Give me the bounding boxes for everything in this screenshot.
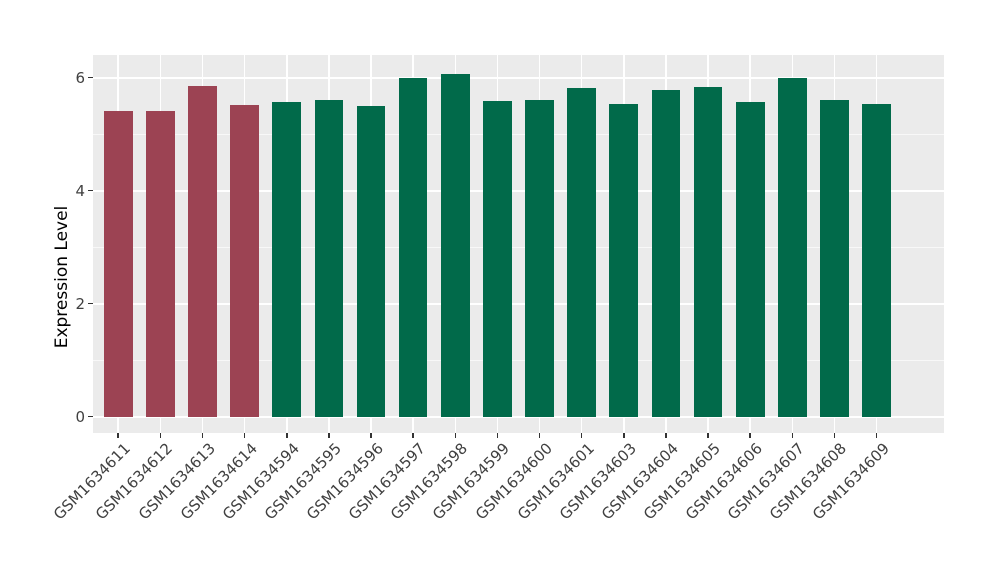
bar-GSM1634611 bbox=[103, 110, 133, 417]
y-tick-mark-0 bbox=[88, 415, 93, 418]
x-tick-mark-GSM1634604 bbox=[665, 433, 667, 438]
x-tick-mark-GSM1634596 bbox=[370, 433, 372, 438]
bar-GSM1634598 bbox=[440, 73, 470, 417]
bar-GSM1634597 bbox=[398, 78, 428, 417]
x-tick-mark-GSM1634595 bbox=[328, 433, 330, 438]
x-tick-mark-GSM1634599 bbox=[496, 433, 499, 438]
y-tick-label-2: 2 bbox=[75, 294, 85, 313]
y-tick-mark-4 bbox=[88, 189, 93, 192]
gridline-major-y0 bbox=[93, 415, 944, 418]
y-tick-label-0: 0 bbox=[75, 407, 85, 426]
plot-panel bbox=[93, 55, 944, 433]
bar-GSM1634604 bbox=[651, 89, 681, 417]
x-tick-mark-GSM1634601 bbox=[580, 433, 583, 438]
bar-GSM1634596 bbox=[356, 106, 386, 417]
x-tick-mark-GSM1634597 bbox=[412, 433, 414, 438]
x-tick-mark-GSM1634594 bbox=[285, 433, 288, 438]
x-tick-mark-GSM1634608 bbox=[833, 433, 836, 438]
x-tick-mark-GSM1634603 bbox=[623, 433, 625, 438]
gridline-minor-y1 bbox=[93, 359, 944, 361]
x-tick-mark-GSM1634605 bbox=[707, 433, 709, 438]
bar-GSM1634614 bbox=[230, 105, 259, 417]
bar-GSM1634603 bbox=[609, 103, 639, 417]
gridline-minor-y3 bbox=[93, 246, 944, 248]
bar-GSM1634599 bbox=[483, 101, 512, 417]
bar-GSM1634600 bbox=[525, 100, 554, 417]
gridline-major-y6 bbox=[93, 76, 944, 79]
bar-GSM1634606 bbox=[735, 101, 765, 417]
x-tick-mark-GSM1634607 bbox=[791, 433, 794, 438]
x-tick-mark-GSM1634613 bbox=[201, 433, 204, 438]
gridline-major-y4 bbox=[93, 189, 944, 192]
bar-GSM1634605 bbox=[693, 86, 723, 417]
bar-GSM1634608 bbox=[820, 99, 849, 417]
bar-GSM1634601 bbox=[567, 88, 596, 417]
gridline-major-y2 bbox=[93, 302, 944, 305]
x-tick-mark-GSM1634609 bbox=[875, 433, 878, 438]
x-tick-mark-GSM1634600 bbox=[538, 433, 541, 438]
x-tick-mark-GSM1634611 bbox=[117, 433, 120, 438]
gridline-minor-y5 bbox=[93, 133, 944, 135]
y-tick-label-4: 4 bbox=[75, 181, 85, 200]
bar-GSM1634613 bbox=[188, 85, 217, 417]
bar-GSM1634607 bbox=[778, 78, 807, 417]
y-tick-label-6: 6 bbox=[75, 68, 85, 87]
x-tick-mark-GSM1634598 bbox=[454, 433, 457, 438]
y-tick-mark-2 bbox=[88, 302, 93, 305]
bar-GSM1634595 bbox=[314, 99, 344, 417]
bar-GSM1634612 bbox=[146, 110, 175, 417]
bar-GSM1634609 bbox=[862, 103, 891, 417]
x-tick-mark-GSM1634606 bbox=[749, 433, 751, 438]
x-tick-mark-GSM1634614 bbox=[243, 433, 246, 438]
bar-GSM1634594 bbox=[272, 101, 302, 417]
x-tick-mark-GSM1634612 bbox=[159, 433, 162, 438]
y-tick-mark-6 bbox=[88, 76, 93, 79]
